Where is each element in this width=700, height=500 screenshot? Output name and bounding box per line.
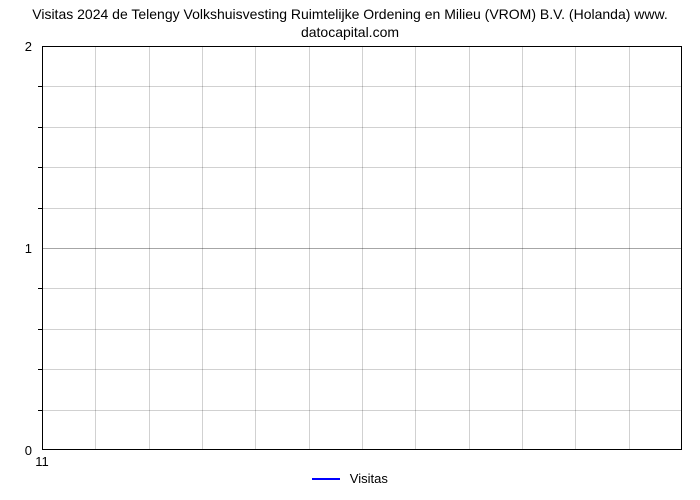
y-tick-label: 2 [0,39,32,54]
legend-swatch [312,478,340,480]
x-tick-label: 11 [27,454,57,469]
y-tick-label: 1 [0,241,32,256]
chart-title: Visitas 2024 de Telengy Volkshuisvesting… [0,6,700,41]
chart-title-line2: datocapital.com [301,24,399,40]
legend-label: Visitas [350,471,388,486]
visits-chart: Visitas 2024 de Telengy Volkshuisvesting… [0,0,700,500]
legend: Visitas [0,470,700,486]
chart-title-line1: Visitas 2024 de Telengy Volkshuisvesting… [32,6,668,22]
